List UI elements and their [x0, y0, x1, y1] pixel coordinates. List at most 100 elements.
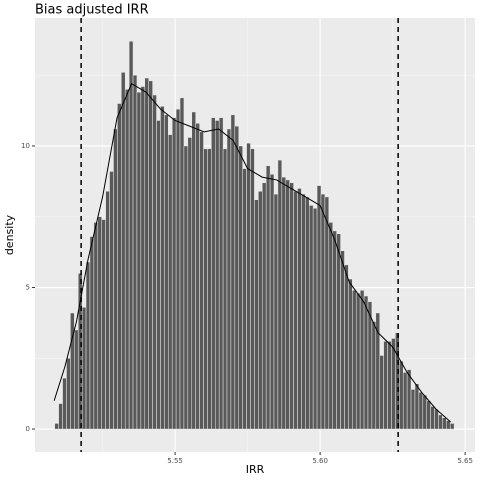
bar	[336, 233, 341, 430]
bar	[215, 120, 220, 430]
bar	[191, 111, 196, 430]
bar	[230, 114, 236, 430]
bar	[320, 193, 326, 430]
x-axis-label: IRR	[246, 463, 265, 476]
bar	[140, 86, 146, 430]
bar	[258, 191, 263, 430]
bar	[367, 301, 373, 430]
bar	[242, 168, 247, 430]
bar	[277, 159, 283, 430]
bar	[175, 108, 181, 430]
bar	[179, 97, 185, 430]
bar	[293, 191, 298, 430]
bar	[164, 114, 169, 430]
bar	[269, 174, 275, 430]
bar	[359, 290, 365, 430]
bar	[254, 199, 259, 430]
bar	[238, 145, 243, 430]
bar	[285, 179, 290, 430]
bar	[426, 400, 431, 430]
bar	[281, 176, 286, 430]
bar	[62, 377, 67, 430]
bar	[328, 222, 333, 430]
bar	[446, 420, 451, 430]
y-tick-label: 0	[26, 425, 30, 433]
bar	[340, 250, 345, 430]
bar	[399, 360, 404, 430]
bar	[226, 128, 232, 430]
bar	[246, 142, 251, 430]
bar	[187, 137, 193, 430]
x-tick-label: 5.65	[457, 457, 473, 465]
bar	[379, 355, 384, 430]
bar	[136, 91, 142, 430]
bar	[58, 403, 63, 430]
bar	[168, 134, 173, 430]
bar	[171, 117, 177, 430]
bar	[332, 230, 337, 430]
bar	[430, 406, 435, 430]
bar	[442, 417, 447, 430]
bar	[195, 123, 200, 430]
bar	[422, 394, 427, 430]
bar	[234, 125, 240, 430]
bar	[66, 358, 71, 430]
y-tick-label: 5	[26, 284, 30, 292]
bar	[305, 196, 310, 430]
bar	[418, 392, 424, 430]
bar	[101, 219, 106, 430]
bar	[316, 185, 322, 430]
x-tick-label: 5.55	[167, 457, 183, 465]
bar	[132, 74, 138, 430]
bar	[324, 196, 330, 430]
bar	[74, 329, 79, 430]
bar	[203, 148, 208, 430]
bar	[308, 205, 314, 430]
bar	[312, 207, 318, 430]
bar	[156, 120, 161, 430]
bar	[160, 106, 165, 430]
bar	[85, 261, 91, 430]
bar	[113, 128, 118, 430]
bar	[105, 191, 110, 430]
bar	[344, 264, 349, 430]
bar	[414, 383, 420, 430]
bar	[93, 222, 99, 430]
bar	[297, 188, 302, 430]
bar	[250, 148, 255, 430]
bar	[207, 148, 212, 430]
bar	[148, 80, 153, 430]
bar	[391, 338, 396, 430]
bar	[54, 423, 59, 430]
bar	[183, 145, 189, 430]
bar	[211, 117, 216, 430]
density-line	[53, 82, 451, 423]
bar	[406, 369, 412, 430]
bar	[218, 117, 224, 430]
x-tick-label: 5.60	[312, 457, 328, 465]
bar	[375, 312, 380, 430]
y-axis-label: density	[3, 214, 16, 255]
bar	[438, 414, 443, 430]
bar	[265, 165, 271, 430]
bar	[383, 341, 388, 430]
bar	[144, 77, 149, 430]
bar	[355, 292, 361, 430]
bar	[348, 278, 353, 430]
bar	[121, 72, 126, 430]
bar	[109, 171, 114, 430]
bar	[222, 148, 228, 430]
bar	[434, 409, 439, 430]
bar	[81, 307, 87, 430]
y-tick-label: 10	[21, 142, 30, 150]
bar	[128, 40, 134, 430]
chart-title: Bias adjusted IRR	[35, 3, 149, 18]
bar	[301, 193, 306, 430]
bar	[352, 290, 357, 430]
bar	[363, 295, 369, 430]
bar	[402, 372, 408, 430]
bar	[117, 103, 122, 430]
bar	[199, 131, 204, 430]
bar	[387, 341, 392, 430]
